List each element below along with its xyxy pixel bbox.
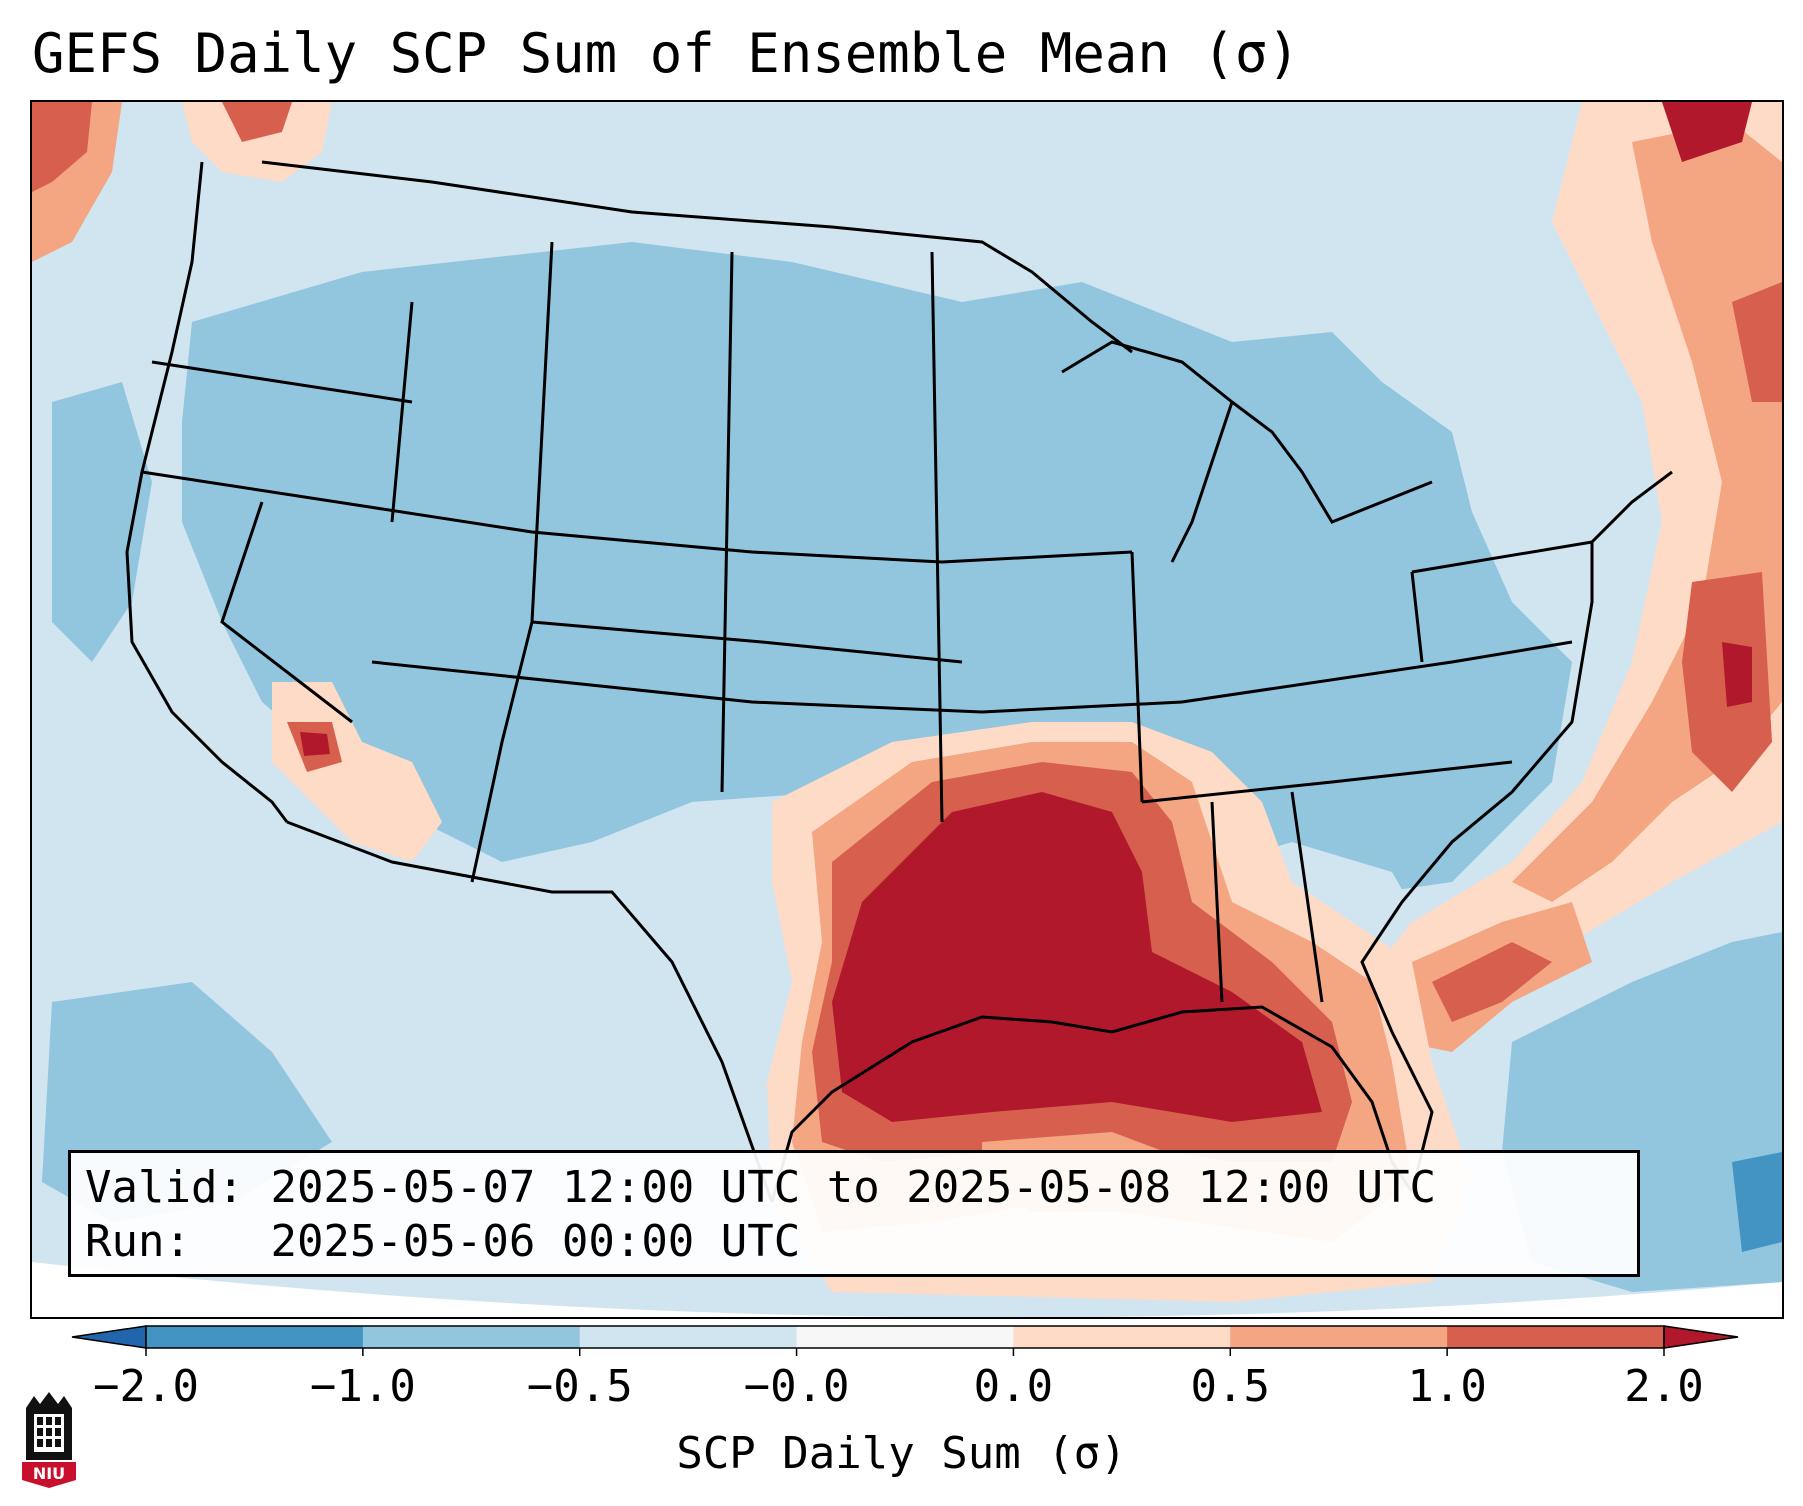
colorbar-bin [1013,1326,1231,1348]
valid-run-info-box: Valid: 2025-05-07 12:00 UTC to 2025-05-0… [68,1150,1640,1277]
colorbar-label: SCP Daily Sum (σ) [676,1428,1127,1479]
map-title: GEFS Daily SCP Sum of Ensemble Mean (σ) [32,22,1300,85]
colorbar [71,1325,1739,1356]
anomaly-region-red-northwest [32,102,92,192]
anomaly-region-red-southeast-coast [1432,942,1552,1022]
colorbar-bin [362,1326,581,1348]
colorbar-bin [1230,1326,1448,1348]
colorbar-tick-label: 2.0 [1624,1361,1704,1412]
anomaly-map [32,102,1782,1317]
colorbar-tick-label: −2.0 [93,1361,199,1412]
state-boundaries [125,160,1673,1203]
colorbar-tick-label: 0.5 [1190,1361,1271,1412]
niu-logo-text: NIU [33,1464,65,1483]
anomaly-region-darkred-southwest [300,732,330,756]
niu-logo: NIU [22,1392,76,1488]
run-value: 2025-05-06 00:00 UTC [270,1216,801,1267]
colorbar-extend-low [71,1325,147,1349]
anomaly-region-darkred-atlantic [1722,642,1752,707]
anomaly-region-orange-bc [182,102,332,182]
colorbar-tick-label: −0.0 [743,1361,850,1412]
valid-value: 2025-05-07 12:00 UTC to 2025-05-08 12:00… [270,1162,1437,1213]
colorbar-bin [579,1326,798,1348]
anomaly-region-blue-ocean-west [52,382,152,662]
colorbar-bin [146,1326,364,1348]
run-time-line: Run: 2025-05-06 00:00 UTC [85,1215,1623,1269]
colorbar-tick-label: 0.0 [973,1361,1054,1412]
run-label: Run: [85,1216,191,1267]
anomaly-region-darkred-main [832,792,1322,1122]
valid-time-line: Valid: 2025-05-07 12:00 UTC to 2025-05-0… [85,1161,1623,1215]
anomaly-region-medium-blue [182,242,1572,902]
map-panel: Valid: 2025-05-07 12:00 UTC to 2025-05-0… [30,100,1784,1319]
valid-label: Valid: [85,1162,244,1213]
colorbar-bin [1447,1326,1665,1348]
anomaly-region-red-bc [222,102,292,142]
colorbar-tick-label: −1.0 [309,1361,416,1412]
colorbar-tick-label: −0.5 [526,1361,633,1412]
anomaly-region-dark-blue-caribbean [1732,1152,1782,1252]
colorbar-tick-label: 1.0 [1407,1361,1487,1412]
colorbar-bin [796,1326,1014,1348]
anomaly-region-darkred-quebec [1662,102,1752,162]
colorbar-frame [145,1325,1665,1349]
colorbar-extend-high [1663,1325,1739,1349]
anomaly-region-red-maine [1732,282,1782,402]
